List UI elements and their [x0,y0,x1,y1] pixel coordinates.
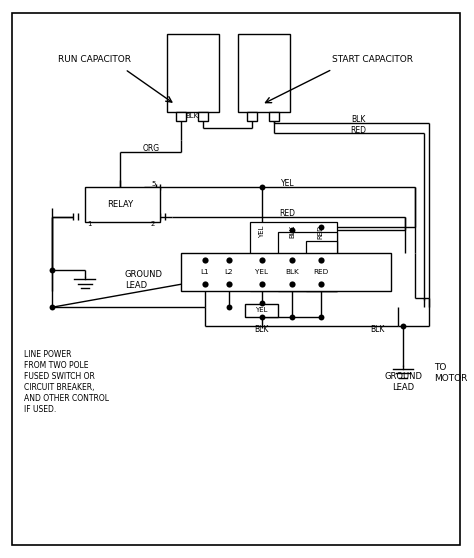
Point [258,255,265,264]
Text: RED: RED [318,225,324,239]
Point [201,255,209,264]
Point [225,280,232,288]
Text: BLK: BLK [185,113,199,119]
Text: L2: L2 [224,269,233,275]
Text: RELAY: RELAY [107,200,133,209]
Point [289,255,296,264]
Text: BLK: BLK [370,325,384,334]
Text: START CAPACITOR: START CAPACITOR [332,55,413,64]
Text: YEL: YEL [255,307,268,313]
Bar [198,112,209,121]
Text: GROUND
LEAD: GROUND LEAD [125,270,163,290]
Text: L1: L1 [201,269,210,275]
Text: RED: RED [280,209,295,218]
Point [317,280,324,288]
Bar [250,223,337,291]
Point [258,312,265,321]
Text: YEL: YEL [281,179,294,188]
Point [48,265,55,274]
Text: 1: 1 [87,222,92,227]
Text: BLK: BLK [255,325,269,334]
Text: BLK: BLK [351,115,365,124]
Point [317,255,324,264]
Point [317,312,324,321]
Text: RED: RED [313,269,328,275]
Bar [306,241,337,291]
Point [317,223,324,232]
Point [258,298,265,307]
Point [289,280,296,288]
Text: 2: 2 [151,222,155,227]
Point [399,321,407,330]
Text: YEL: YEL [259,225,264,238]
Point [225,303,232,312]
Text: 5: 5 [151,181,155,187]
Text: GROUND
LEAD: GROUND LEAD [384,372,422,392]
Point [258,182,265,191]
Point [289,225,296,234]
Point [48,303,55,312]
Text: BLK: BLK [285,269,299,275]
Bar [278,232,337,291]
Text: RED: RED [350,126,366,135]
Point [201,280,209,288]
Text: RUN CAPACITOR: RUN CAPACITOR [58,55,131,64]
Bar [167,34,219,112]
Bar [238,34,290,112]
Point [289,312,296,321]
Bar [176,112,186,121]
Bar [269,112,279,121]
Text: ORG: ORG [142,144,159,153]
Point [225,255,232,264]
Bar [245,304,278,317]
Text: TO
MOTOR: TO MOTOR [434,363,467,383]
Bar [246,112,257,121]
Point [258,280,265,288]
Text: LINE POWER
FROM TWO POLE
FUSED SWITCH OR
CIRCUIT BREAKER,
AND OTHER CONTROL
IF U: LINE POWER FROM TWO POLE FUSED SWITCH OR… [24,350,109,414]
Text: YEL: YEL [255,269,268,275]
Bar [182,253,391,291]
Bar [85,187,160,223]
Text: BLK: BLK [289,225,295,238]
